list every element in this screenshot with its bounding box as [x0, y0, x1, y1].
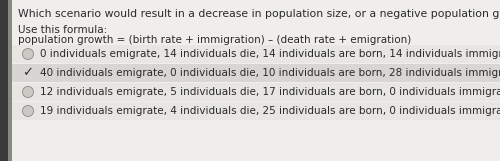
- Bar: [12, 102, 500, 120]
- Text: population growth = (birth rate + immigration) – (death rate + emigration): population growth = (birth rate + immigr…: [18, 35, 411, 45]
- Bar: [12, 123, 500, 161]
- Bar: [12, 83, 500, 101]
- Text: 40 individuals emigrate, 0 individuals die, 10 individuals are born, 28 individu: 40 individuals emigrate, 0 individuals d…: [40, 68, 500, 78]
- Text: 19 individuals emigrate, 4 individuals die, 25 individuals are born, 0 individua: 19 individuals emigrate, 4 individuals d…: [40, 106, 500, 116]
- Bar: [12, 45, 500, 63]
- Bar: [8, 0, 12, 161]
- Text: Use this formula:: Use this formula:: [18, 25, 107, 35]
- Circle shape: [22, 86, 34, 98]
- Circle shape: [22, 48, 34, 60]
- Bar: [12, 64, 500, 82]
- Circle shape: [22, 105, 34, 117]
- Text: 0 individuals emigrate, 14 individuals die, 14 individuals are born, 14 individu: 0 individuals emigrate, 14 individuals d…: [40, 49, 500, 59]
- Text: 12 individuals emigrate, 5 individuals die, 17 individuals are born, 0 individua: 12 individuals emigrate, 5 individuals d…: [40, 87, 500, 97]
- Bar: [0, 0, 8, 161]
- Text: ✓: ✓: [22, 66, 34, 80]
- Text: Which scenario would result in a decrease in population size, or a negative popu: Which scenario would result in a decreas…: [18, 9, 500, 19]
